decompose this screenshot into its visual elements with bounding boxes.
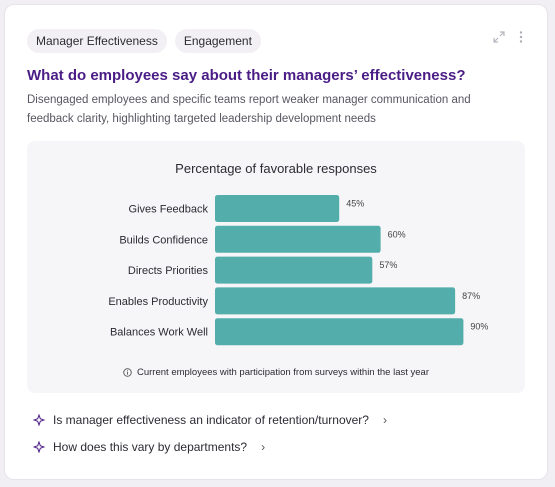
bar[interactable] [215, 287, 456, 315]
more-vertical-icon[interactable] [519, 31, 523, 43]
bar-chart: Gives Feedback 45% Builds Confidence 60% Dir… [108, 195, 488, 346]
value-label: 60% [388, 229, 406, 239]
value-label: 90% [470, 322, 488, 332]
tag-engagement[interactable]: Engagement [174, 29, 261, 53]
category-label: Directs Priorities [128, 265, 209, 277]
chevron-right-icon: › [261, 440, 266, 454]
footnote-text: Current employees with participation fro… [137, 367, 429, 378]
bar[interactable] [215, 195, 340, 222]
value-label: 57% [379, 260, 397, 270]
category-label: Gives Feedback [129, 204, 209, 216]
insight-card: Manager Effectiveness Engagement What do… [4, 4, 548, 480]
tag-list: Manager Effectiveness Engagement [27, 29, 261, 53]
card-tools [493, 31, 523, 43]
suggestion-departments[interactable]: How does this vary by departments? › [33, 440, 265, 454]
value-label: 87% [462, 291, 480, 301]
sparkle-icon [33, 441, 45, 453]
bar[interactable] [215, 256, 373, 284]
bar[interactable] [215, 225, 381, 253]
category-label: Builds Confidence [119, 234, 208, 246]
value-label: 45% [346, 199, 364, 209]
chart-footnote: Current employees with participation fro… [27, 367, 525, 378]
info-icon [123, 368, 132, 377]
bar[interactable] [215, 318, 464, 346]
category-label: Balances Work Well [110, 327, 208, 339]
chart-panel: Percentage of favorable responses Gives … [27, 141, 525, 393]
sparkle-icon [33, 414, 45, 426]
suggestion-label: Is manager effectiveness an indicator of… [53, 413, 369, 427]
suggestion-retention[interactable]: Is manager effectiveness an indicator of… [33, 413, 387, 427]
category-label: Enables Productivity [108, 296, 208, 308]
expand-icon[interactable] [493, 31, 505, 43]
chevron-right-icon: › [382, 413, 387, 427]
suggestion-label: How does this vary by departments? [53, 440, 248, 454]
card-subtitle: Disengaged employees and specific teams … [27, 94, 471, 125]
chart-title: Percentage of favorable responses [175, 161, 377, 176]
card-title: What do employees say about their manage… [27, 67, 466, 84]
tag-manager-effectiveness[interactable]: Manager Effectiveness [27, 29, 167, 53]
